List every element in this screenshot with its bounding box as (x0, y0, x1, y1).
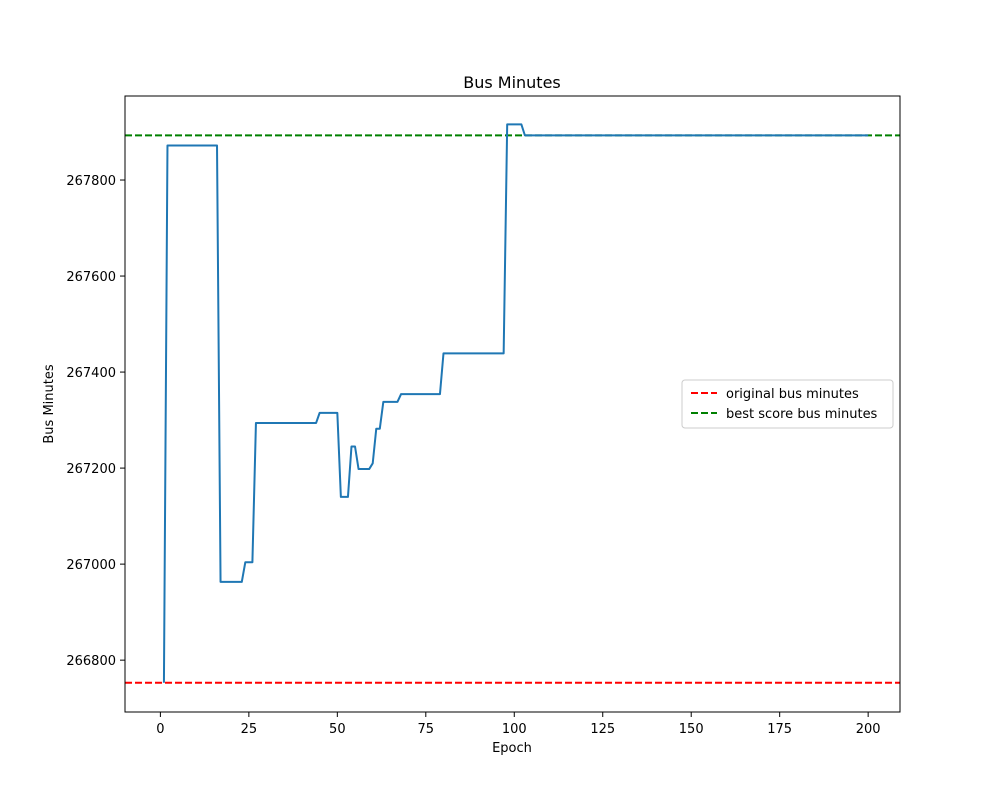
x-tick-label: 150 (679, 722, 704, 737)
x-tick-label: 125 (590, 722, 615, 737)
x-tick-label: 200 (856, 722, 881, 737)
y-tick-label: 267400 (66, 366, 116, 381)
chart-title: Bus Minutes (463, 73, 561, 92)
y-tick-label: 267600 (66, 270, 116, 285)
x-tick-label: 100 (502, 722, 527, 737)
x-tick-label: 175 (767, 722, 792, 737)
y-axis-label: Bus Minutes (42, 364, 57, 443)
plot-area: 0 25 50 75 100 125 150 175 200 266800 267000 267200… (66, 95, 901, 737)
legend-box (681, 379, 894, 429)
y-tick-label: 267000 (66, 558, 116, 573)
y-tick-label: 266800 (66, 654, 116, 669)
axes-frame (124, 95, 901, 713)
y-tick-label: 267800 (66, 174, 116, 189)
x-axis-label: Epoch (492, 741, 532, 756)
legend: original bus minutes best score bus minut… (681, 379, 894, 429)
x-tick-label: 75 (418, 722, 435, 737)
x-tick-label: 0 (156, 722, 164, 737)
y-tick-label: 267200 (66, 462, 116, 477)
legend-label-1: original bus minutes (726, 387, 859, 402)
x-tick-label: 25 (241, 722, 258, 737)
legend-label-2: best score bus minutes (726, 407, 878, 422)
x-tick-label: 50 (329, 722, 346, 737)
series-line-1 (162, 123, 869, 683)
